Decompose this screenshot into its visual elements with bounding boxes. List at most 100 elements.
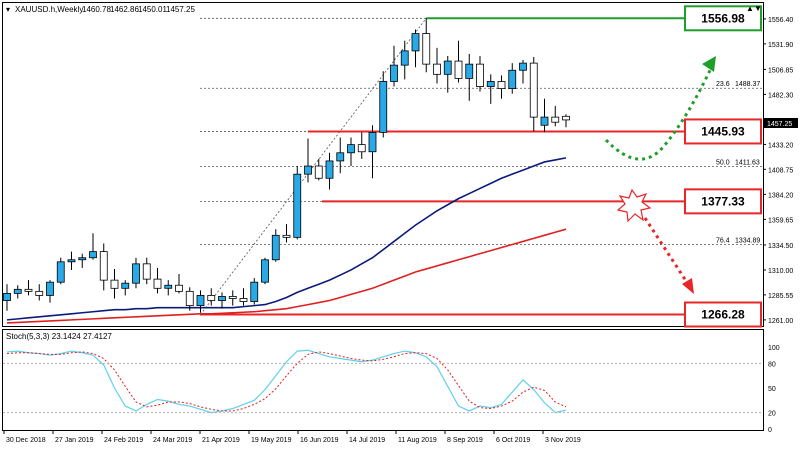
candle-body bbox=[207, 295, 216, 301]
candle-body bbox=[185, 290, 194, 307]
up-arrow-icon bbox=[702, 56, 716, 72]
candle-body bbox=[465, 63, 474, 79]
candle bbox=[3, 284, 11, 311]
candle bbox=[239, 288, 248, 306]
candle bbox=[314, 158, 323, 181]
candle-body bbox=[390, 64, 398, 82]
candle bbox=[400, 40, 409, 80]
moving-average-slow bbox=[6, 228, 567, 324]
time-tick-label: 27 Jan 2019 bbox=[55, 437, 94, 444]
candle bbox=[132, 257, 140, 289]
level-box-border bbox=[684, 118, 762, 145]
candle bbox=[519, 60, 527, 84]
candle-body bbox=[56, 261, 65, 283]
candle-body bbox=[368, 132, 377, 153]
scroll-up-icon[interactable]: ▲ bbox=[746, 4, 754, 13]
candle-body bbox=[411, 33, 420, 52]
time-tick-label: 24 Feb 2019 bbox=[104, 437, 143, 444]
candle-body bbox=[347, 144, 355, 154]
candle bbox=[497, 75, 506, 99]
candle bbox=[422, 18, 431, 73]
candle bbox=[24, 280, 33, 296]
candle bbox=[433, 47, 441, 84]
oscillator-title: Stoch(5,3,3) 23.1424 27.4127 bbox=[6, 332, 112, 341]
level-label-box: 1377.33 bbox=[684, 188, 762, 215]
level-value: 1377.33 bbox=[701, 194, 745, 208]
candle bbox=[228, 290, 237, 306]
candle-body bbox=[293, 173, 302, 238]
price-tick-label: 1285.55 bbox=[768, 293, 793, 300]
osc-tick-label: 50 bbox=[768, 386, 776, 393]
candle bbox=[271, 229, 280, 262]
candle-body bbox=[508, 69, 517, 89]
candle bbox=[99, 243, 108, 291]
candle-body bbox=[175, 284, 183, 292]
fib-price-label: 1411.63 bbox=[735, 159, 760, 166]
candle bbox=[89, 233, 97, 260]
symbol-icon: ▾ bbox=[6, 5, 10, 14]
time-tick-label: 8 Sep 2019 bbox=[447, 437, 483, 444]
candle bbox=[218, 292, 226, 309]
candle-body bbox=[35, 290, 44, 296]
level-label-box: 1445.93 bbox=[684, 118, 762, 145]
moving-averages bbox=[6, 157, 567, 324]
candle-body bbox=[562, 115, 570, 121]
candle-body bbox=[519, 62, 527, 71]
candle bbox=[336, 137, 345, 174]
candle-body bbox=[228, 296, 237, 299]
candle bbox=[390, 45, 398, 87]
candle bbox=[540, 98, 549, 133]
candle bbox=[293, 166, 302, 240]
level-value: 1445.93 bbox=[701, 124, 745, 138]
osc-tick-label: 0 bbox=[768, 427, 772, 434]
candle-body bbox=[196, 295, 205, 307]
candle bbox=[282, 224, 291, 243]
fib-level-label: 23.6 bbox=[716, 81, 730, 88]
candle bbox=[13, 285, 22, 299]
candle-body bbox=[153, 278, 162, 289]
level-label-box: 1556.98 bbox=[684, 5, 762, 32]
candle-body bbox=[529, 62, 538, 118]
candle bbox=[207, 288, 216, 306]
candle-body bbox=[99, 251, 108, 281]
candle bbox=[175, 274, 183, 294]
candle bbox=[78, 253, 87, 268]
moving-average-fast bbox=[6, 157, 567, 321]
candle-body bbox=[433, 63, 441, 75]
candle-body bbox=[400, 50, 409, 66]
stochastic-oscillator bbox=[6, 349, 567, 414]
candle bbox=[325, 152, 334, 190]
candle-body bbox=[476, 63, 484, 87]
time-tick-label: 3 Nov 2019 bbox=[545, 437, 581, 444]
candlesticks bbox=[3, 18, 570, 313]
candle bbox=[250, 278, 259, 305]
candle-body bbox=[422, 33, 431, 65]
candle bbox=[379, 71, 388, 138]
level-box-border bbox=[684, 188, 762, 215]
time-tick-label: 21 Apr 2019 bbox=[202, 437, 240, 444]
fib-level-label: 50.0 bbox=[716, 159, 730, 166]
candle bbox=[347, 137, 355, 167]
fib-level-label: 76.4 bbox=[716, 238, 730, 245]
candle bbox=[465, 53, 474, 101]
candle bbox=[476, 55, 484, 92]
candle-body bbox=[443, 60, 452, 75]
candle-body bbox=[78, 257, 87, 261]
candle bbox=[142, 257, 151, 285]
time-tick-label: 11 Aug 2019 bbox=[398, 437, 437, 444]
price-tick-label: 1506.85 bbox=[768, 67, 793, 74]
candle-body bbox=[164, 284, 173, 289]
candle-body bbox=[314, 165, 323, 179]
current-price-marker bbox=[764, 118, 798, 128]
scroll-down-icon[interactable]: ▼ bbox=[754, 4, 762, 13]
ohlc-close: 1457.25 bbox=[166, 5, 195, 14]
price-tick-label: 1384.20 bbox=[768, 192, 793, 199]
candle bbox=[304, 138, 312, 183]
candle bbox=[454, 40, 463, 83]
candle-body bbox=[142, 263, 151, 280]
candle bbox=[508, 63, 517, 94]
candle-body bbox=[261, 259, 269, 283]
price-tick-label: 1531.90 bbox=[768, 42, 793, 49]
fib-price-label: 1334.89 bbox=[735, 238, 760, 245]
forecast-arrows bbox=[604, 56, 716, 294]
